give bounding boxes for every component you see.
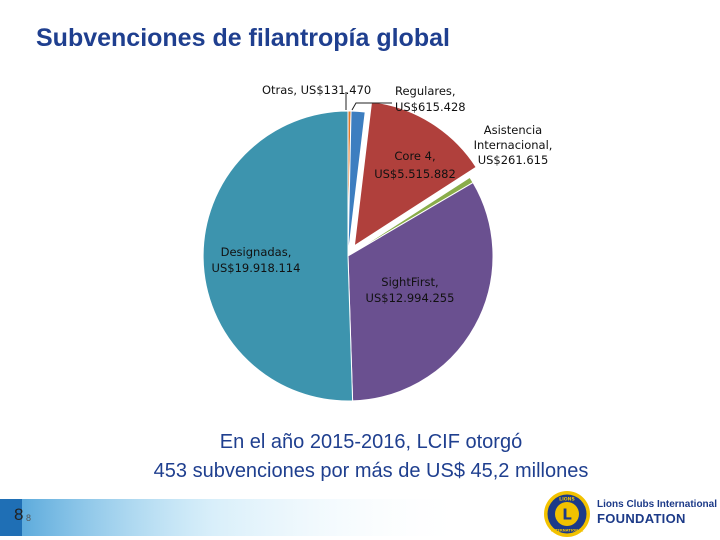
label-sightfirst: SightFirst, US$12.994.255 <box>365 275 455 305</box>
caption-line-2: 453 subvenciones por más de US$ 45,2 mil… <box>153 460 589 482</box>
pie-slice-regulares <box>347 110 366 257</box>
label-regulares: Regulares, US$615.428 <box>395 84 466 114</box>
page-title: Subvenciones de filantropía global <box>36 24 450 52</box>
label-asistencia: Asistencia Internacional, US$261.615 <box>473 123 553 167</box>
brand-name: Lions Clubs International <box>597 499 718 510</box>
page-number: 8 <box>14 505 24 524</box>
leader-lines <box>345 92 392 111</box>
page-number-small: 8 <box>26 513 32 523</box>
caption: En el año 2015-2016, LCIF otorgó 453 sub… <box>0 428 720 486</box>
label-core4: Core 4, US$5.515.882 <box>374 149 456 181</box>
label-otras: Otras, US$131.470 <box>262 83 372 97</box>
leader-line-regulares <box>351 102 392 111</box>
svg-text:L: L <box>562 506 572 524</box>
svg-text:INTERNATIONAL: INTERNATIONAL <box>551 529 584 533</box>
brand-foundation: FOUNDATION <box>597 511 686 526</box>
pie-slices <box>202 101 494 402</box>
label-designadas: Designadas, US$19.918.114 <box>211 245 301 275</box>
caption-line-1: En el año 2015-2016, LCIF otorgó <box>219 431 523 453</box>
lions-logo-icon: L LIONS INTERNATIONAL <box>544 491 590 537</box>
pie-slice-sightfirst <box>347 181 494 402</box>
footer-bar <box>0 499 470 536</box>
svg-text:LIONS: LIONS <box>559 497 575 503</box>
pie-slice-designadas <box>202 110 354 402</box>
